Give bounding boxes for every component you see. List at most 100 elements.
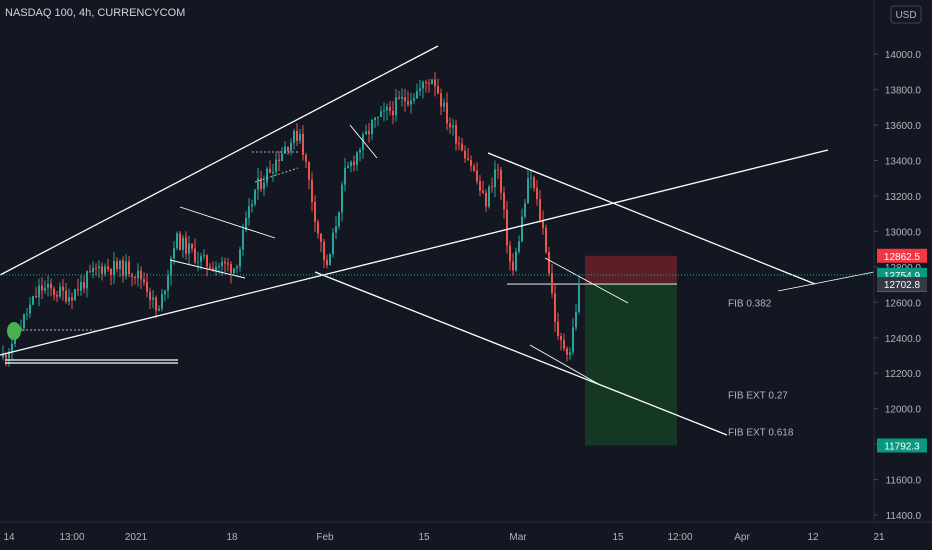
candle-body[interactable] bbox=[203, 255, 205, 257]
candle-body[interactable] bbox=[476, 170, 478, 182]
candle-body[interactable] bbox=[356, 152, 358, 165]
candle-body[interactable] bbox=[173, 248, 175, 259]
candle-body[interactable] bbox=[578, 284, 580, 313]
candle-body[interactable] bbox=[302, 133, 304, 155]
candle-body[interactable] bbox=[143, 279, 145, 283]
candle-body[interactable] bbox=[260, 178, 262, 189]
candle-body[interactable] bbox=[392, 110, 394, 116]
candle-body[interactable] bbox=[287, 146, 289, 152]
candle-body[interactable] bbox=[434, 79, 436, 87]
candle-body[interactable] bbox=[68, 297, 70, 302]
candle-body[interactable] bbox=[431, 79, 433, 85]
candle-body[interactable] bbox=[458, 143, 460, 145]
candle-body[interactable] bbox=[146, 282, 148, 292]
candle-body[interactable] bbox=[65, 290, 67, 302]
stop-loss-price-tag[interactable] bbox=[877, 248, 927, 263]
candle-body[interactable] bbox=[314, 201, 316, 223]
candle-body[interactable] bbox=[452, 125, 454, 128]
candle-body[interactable] bbox=[560, 336, 562, 341]
candle-body[interactable] bbox=[20, 328, 22, 331]
candle-body[interactable] bbox=[236, 266, 238, 269]
candle-body[interactable] bbox=[422, 82, 424, 89]
candle-body[interactable] bbox=[485, 192, 487, 207]
candle-body[interactable] bbox=[413, 98, 415, 101]
currency-button[interactable]: USD bbox=[890, 5, 922, 24]
candle-body[interactable] bbox=[224, 261, 226, 264]
candle-body[interactable] bbox=[77, 289, 79, 291]
candle-body[interactable] bbox=[344, 167, 346, 185]
candle-body[interactable] bbox=[353, 161, 355, 165]
candle-body[interactable] bbox=[524, 203, 526, 217]
candle-body[interactable] bbox=[374, 117, 376, 121]
candle-body[interactable] bbox=[473, 165, 475, 171]
candle-body[interactable] bbox=[539, 199, 541, 220]
candle-body[interactable] bbox=[221, 261, 223, 267]
candle-body[interactable] bbox=[536, 187, 538, 200]
candle-body[interactable] bbox=[98, 266, 100, 269]
candle-body[interactable] bbox=[563, 340, 565, 349]
candle-body[interactable] bbox=[62, 286, 64, 291]
candle-body[interactable] bbox=[155, 297, 157, 311]
pattern-line-4[interactable] bbox=[544, 257, 629, 304]
candle-body[interactable] bbox=[176, 233, 178, 249]
candle-body[interactable] bbox=[437, 86, 439, 94]
candle-body[interactable] bbox=[377, 116, 379, 118]
candle-body[interactable] bbox=[41, 285, 43, 291]
candle-body[interactable] bbox=[128, 261, 130, 275]
candle-body[interactable] bbox=[71, 297, 73, 301]
candle-body[interactable] bbox=[470, 159, 472, 166]
candle-body[interactable] bbox=[350, 161, 352, 166]
candle-body[interactable] bbox=[53, 288, 55, 295]
candle-body[interactable] bbox=[23, 314, 25, 329]
candle-body[interactable] bbox=[428, 82, 430, 85]
candle-body[interactable] bbox=[323, 241, 325, 260]
rising-support-line[interactable] bbox=[0, 149, 829, 356]
candle-body[interactable] bbox=[5, 354, 7, 359]
candle-body[interactable] bbox=[479, 181, 481, 191]
candle-body[interactable] bbox=[464, 150, 466, 159]
candle-body[interactable] bbox=[425, 82, 427, 84]
candle-body[interactable] bbox=[416, 91, 418, 99]
candle-body[interactable] bbox=[368, 131, 370, 135]
candle-body[interactable] bbox=[347, 165, 349, 168]
candle-body[interactable] bbox=[506, 209, 508, 246]
candle-body[interactable] bbox=[263, 182, 265, 189]
candle-body[interactable] bbox=[56, 294, 58, 297]
candle-body[interactable] bbox=[293, 130, 295, 143]
candle-body[interactable] bbox=[566, 348, 568, 355]
candle-body[interactable] bbox=[50, 283, 52, 289]
candle-body[interactable] bbox=[554, 293, 556, 322]
candle-body[interactable] bbox=[200, 256, 202, 262]
candle-body[interactable] bbox=[386, 106, 388, 111]
candle-body[interactable] bbox=[398, 97, 400, 99]
candle-body[interactable] bbox=[101, 266, 103, 274]
candle-body[interactable] bbox=[383, 110, 385, 112]
candle-body[interactable] bbox=[227, 263, 229, 265]
candle-body[interactable] bbox=[95, 267, 97, 269]
candle-body[interactable] bbox=[542, 219, 544, 228]
candle-body[interactable] bbox=[461, 143, 463, 151]
candle-body[interactable] bbox=[83, 281, 85, 289]
buy-signal-marker[interactable] bbox=[7, 322, 21, 340]
upper-channel-line[interactable] bbox=[0, 45, 439, 276]
candle-body[interactable] bbox=[116, 261, 118, 270]
candle-body[interactable] bbox=[170, 258, 172, 276]
candle-body[interactable] bbox=[329, 253, 331, 266]
falling-support-line[interactable] bbox=[314, 271, 728, 436]
candle-body[interactable] bbox=[545, 227, 547, 253]
candle-body[interactable] bbox=[338, 212, 340, 227]
candle-body[interactable] bbox=[281, 153, 283, 162]
candle-body[interactable] bbox=[197, 261, 199, 263]
candle-body[interactable] bbox=[299, 133, 301, 141]
pattern-line-2[interactable] bbox=[169, 259, 246, 279]
candle-body[interactable] bbox=[512, 261, 514, 271]
candle-body[interactable] bbox=[44, 287, 46, 291]
candle-body[interactable] bbox=[104, 266, 106, 274]
candle-body[interactable] bbox=[395, 97, 397, 116]
candle-body[interactable] bbox=[11, 343, 13, 352]
candle-body[interactable] bbox=[503, 192, 505, 210]
candle-body[interactable] bbox=[182, 237, 184, 250]
candle-body[interactable] bbox=[326, 259, 328, 266]
